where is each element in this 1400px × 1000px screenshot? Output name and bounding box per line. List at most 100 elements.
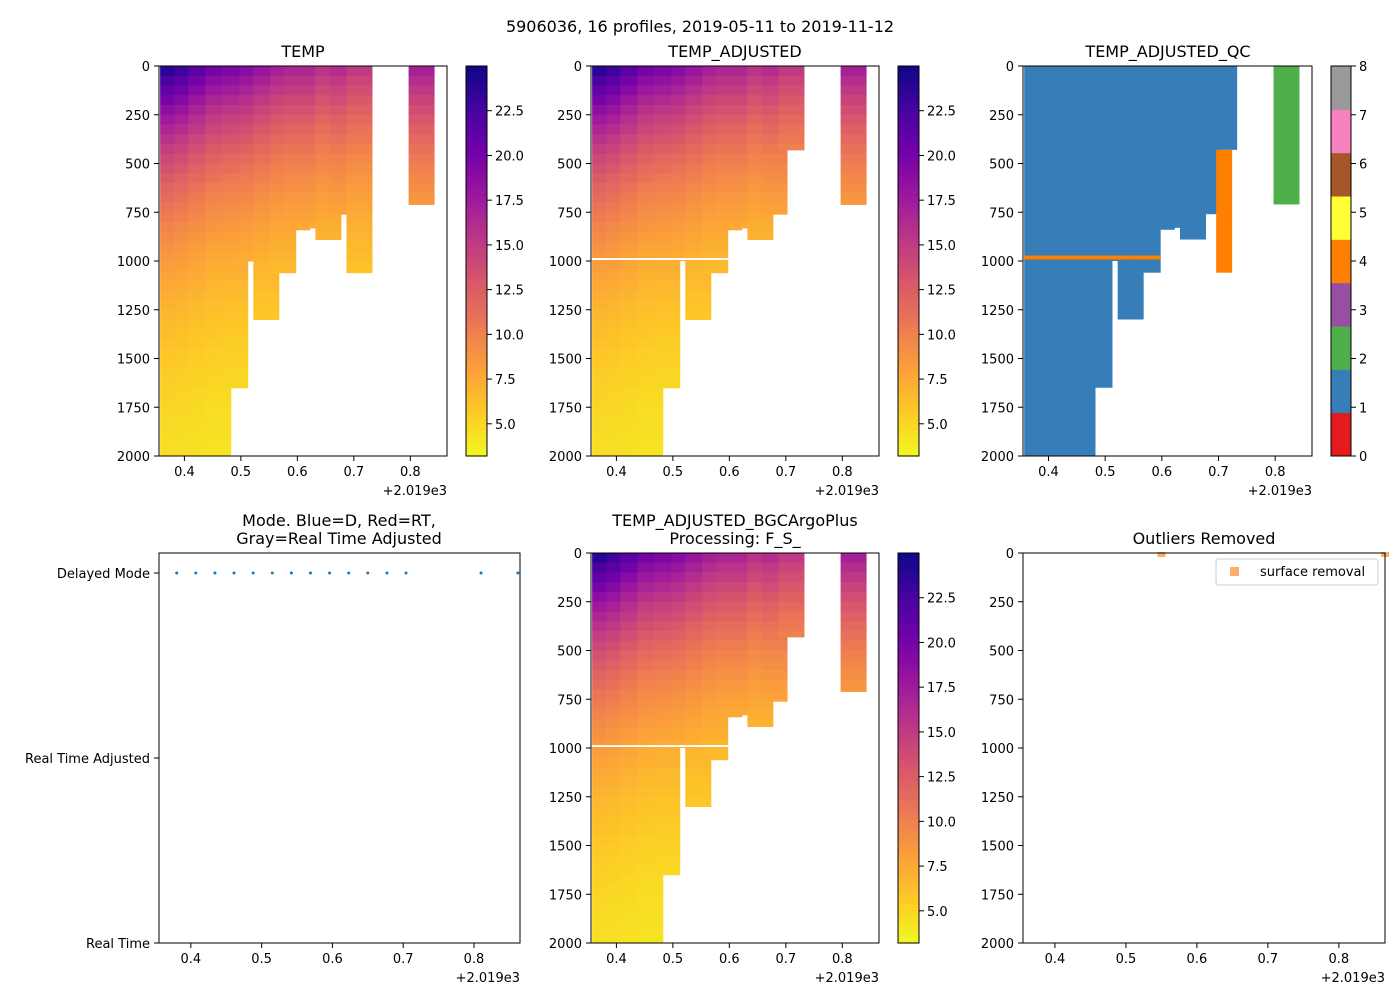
heatmap-cell xyxy=(408,114,435,125)
colorbar-segment xyxy=(898,358,919,366)
heatmap-cell xyxy=(761,202,788,213)
heatmap-cell xyxy=(654,222,681,233)
heatmap-cell xyxy=(188,95,215,106)
heatmap-cell xyxy=(840,173,867,184)
heatmap-cell xyxy=(620,582,647,593)
y-tick-label: 750 xyxy=(989,206,1014,221)
heatmap-cell xyxy=(592,679,619,690)
heatmap-cell xyxy=(592,933,619,944)
colorbar-tick-label: 10.0 xyxy=(495,328,524,343)
heatmap-cell xyxy=(747,85,774,96)
colorbar-segment xyxy=(466,404,487,412)
heatmap-cell xyxy=(761,689,788,700)
colorbar-segment xyxy=(898,910,919,918)
colorbar-tick-label: 22.5 xyxy=(495,105,524,120)
heatmap-cell xyxy=(761,640,788,651)
heatmap-cell xyxy=(761,173,788,184)
heatmap-cell xyxy=(654,66,681,77)
heatmap-cell xyxy=(174,153,201,164)
heatmap-cell xyxy=(654,728,681,739)
y-category-label: Real Time xyxy=(86,937,150,952)
heatmap-cell xyxy=(592,884,619,895)
heatmap-cell xyxy=(747,192,774,203)
heatmap-cell xyxy=(761,553,788,564)
heatmap-cell xyxy=(685,163,712,174)
heatmap-cell xyxy=(270,105,297,116)
heatmap-cell xyxy=(592,796,619,807)
heatmap-cell xyxy=(174,95,201,106)
colorbar-segment xyxy=(466,72,487,80)
colorbar-segment xyxy=(466,261,487,269)
heatmap-cell xyxy=(592,650,619,661)
heatmap-cell xyxy=(671,650,698,661)
heatmap-cell xyxy=(716,95,743,106)
heatmap-cell xyxy=(637,835,664,846)
heatmap-cell xyxy=(637,816,664,827)
heatmap-cell xyxy=(253,212,280,223)
heatmap-cell xyxy=(346,251,373,262)
heatmap-cell xyxy=(685,134,712,145)
colorbar-segment xyxy=(898,891,919,899)
heatmap-cell xyxy=(620,75,647,86)
heatmap-cell xyxy=(592,378,619,389)
heatmap-cell xyxy=(270,270,297,274)
heatmap-cell xyxy=(239,202,266,213)
heatmap-cell xyxy=(761,650,788,661)
heatmap-cell xyxy=(174,446,201,457)
heatmap-cell xyxy=(840,163,867,174)
heatmap-cell xyxy=(346,270,373,274)
colorbar-segment xyxy=(466,417,487,425)
profile-column xyxy=(778,66,805,151)
heatmap-cell xyxy=(592,124,619,135)
heatmap-cell xyxy=(620,95,647,106)
colorbar-tick-label: 10.0 xyxy=(927,815,956,830)
heatmap-cell xyxy=(606,192,633,203)
colorbar-segment xyxy=(898,657,919,665)
heatmap-cell xyxy=(733,650,760,661)
heatmap-cell xyxy=(654,640,681,651)
colorbar-segment xyxy=(898,92,919,100)
heatmap-cell xyxy=(620,718,647,729)
heatmap-cell xyxy=(733,202,760,213)
mode-point xyxy=(270,571,274,575)
heatmap-cell xyxy=(606,212,633,223)
heatmap-cell xyxy=(606,270,633,281)
heatmap-cell xyxy=(315,144,342,155)
heatmap-cell xyxy=(671,631,698,642)
colorbar-segment xyxy=(898,319,919,327)
heatmap-cell xyxy=(315,231,342,241)
heatmap-cell xyxy=(620,397,647,408)
colorbar-segment xyxy=(898,663,919,671)
heatmap-cell xyxy=(606,874,633,885)
heatmap-cell xyxy=(654,378,681,389)
heatmap-cell xyxy=(671,738,698,746)
heatmap-cell xyxy=(592,621,619,632)
heatmap-cell xyxy=(592,85,619,96)
colorbar-tick-label: 20.0 xyxy=(927,149,956,164)
heatmap-cell xyxy=(671,562,698,573)
colorbar-segment xyxy=(898,878,919,886)
colorbar-segment xyxy=(898,196,919,204)
heatmap-cell xyxy=(270,212,297,223)
heatmap-cell xyxy=(174,105,201,116)
heatmap-cell xyxy=(702,728,729,739)
heatmap-cell xyxy=(160,66,187,77)
heatmap-cell xyxy=(205,153,232,164)
heatmap-cell xyxy=(620,699,647,710)
heatmap-cell xyxy=(592,904,619,915)
heatmap-cell xyxy=(702,163,729,174)
heatmap-cell xyxy=(592,874,619,885)
heatmap-cell xyxy=(733,631,760,642)
colorbar-segment xyxy=(898,884,919,892)
heatmap-cell xyxy=(205,426,232,437)
profile-column xyxy=(702,66,729,274)
heatmap-cell xyxy=(270,153,297,164)
heatmap-cell xyxy=(239,153,266,164)
x-tick-label: 0.7 xyxy=(775,465,796,480)
heatmap-cell xyxy=(315,212,342,223)
heatmap-cell xyxy=(408,66,435,77)
heatmap-cell xyxy=(685,621,712,632)
heatmap-cell xyxy=(620,378,647,389)
heatmap-cell xyxy=(606,748,633,759)
heatmap-cell xyxy=(592,397,619,408)
